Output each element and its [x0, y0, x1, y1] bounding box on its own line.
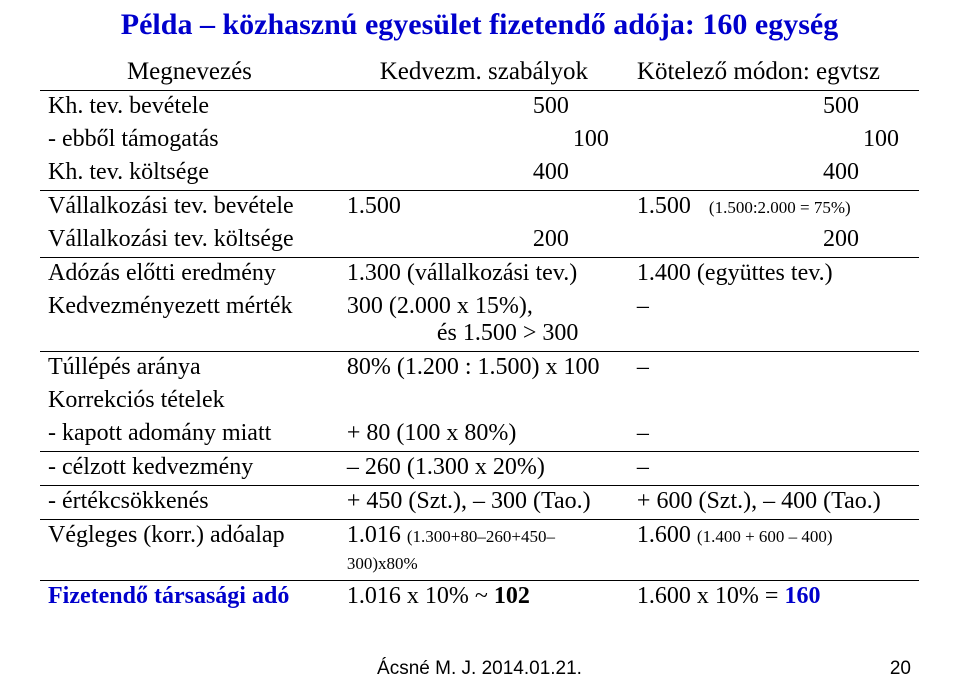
- cell-label: Kedvezményezett mérték: [40, 291, 339, 352]
- cell-v2: 100: [339, 124, 629, 157]
- table-row: Fizetendő társasági adó 1.016 x 10% ~ 10…: [40, 581, 919, 615]
- hdr-col1: Megnevezés: [40, 56, 339, 91]
- cell-v3: 200: [629, 224, 919, 258]
- table-row: Vállalkozási tev. bevétele 1.500 1.500 (…: [40, 191, 919, 225]
- cell-v3: 400: [629, 157, 919, 191]
- cell-v2: 1.016 x 10% ~ 102: [339, 581, 629, 615]
- cell-v2: 200: [339, 224, 629, 258]
- table-row: Vállalkozási tev. költsége 200 200: [40, 224, 919, 258]
- cell-v3: –: [629, 452, 919, 486]
- cell-v2-text: 1.016 x 10% ~: [347, 583, 494, 609]
- table-row: Adózás előtti eredmény 1.300 (vállalkozá…: [40, 258, 919, 292]
- cell-empty: [629, 385, 919, 418]
- footer-author: Ácsné M. J. 2014.01.21.: [377, 658, 582, 679]
- cell-v2: 500: [339, 91, 629, 125]
- cell-v3: 1.600 x 10% = 160: [629, 581, 919, 615]
- cell-label: - célzott kedvezmény: [40, 452, 339, 486]
- table-row: - ebből támogatás 100 100: [40, 124, 919, 157]
- cell-v2: + 450 (Szt.), – 300 (Tao.): [339, 486, 629, 520]
- cell-v2-main: 1.016: [347, 522, 407, 548]
- table-row: Túllépés aránya 80% (1.200 : 1.500) x 10…: [40, 352, 919, 386]
- cell-v3: 100: [629, 124, 919, 157]
- cell-label: Kh. tev. költsége: [40, 157, 339, 191]
- example-table: Megnevezés Kedvezm. szabályok Kötelező m…: [40, 56, 919, 614]
- cell-label: Végleges (korr.) adóalap: [40, 520, 339, 581]
- cell-label: Adózás előtti eredmény: [40, 258, 339, 292]
- cell-label: - kapott adomány miatt: [40, 418, 339, 452]
- cell-v3: 500: [629, 91, 919, 125]
- cell-v3-bold: 160: [784, 583, 820, 609]
- footer: Ácsné M. J. 2014.01.21. 20: [0, 658, 959, 680]
- cell-v3-main: 1.600: [637, 522, 697, 548]
- cell-v3-note: (1.500:2.000 = 75%): [709, 198, 851, 217]
- cell-label: Vállalkozási tev. bevétele: [40, 191, 339, 225]
- table-row: Végleges (korr.) adóalap 1.016 (1.300+80…: [40, 520, 919, 581]
- table-row: - célzott kedvezmény – 260 (1.300 x 20%)…: [40, 452, 919, 486]
- cell-v2: 80% (1.200 : 1.500) x 100: [339, 352, 629, 386]
- cell-label: - értékcsökkenés: [40, 486, 339, 520]
- table-row: Kh. tev. bevétele 500 500: [40, 91, 919, 125]
- cell-v3: –: [629, 418, 919, 452]
- hdr-col2: Kedvezm. szabályok: [339, 56, 629, 91]
- footer-page-number: 20: [890, 658, 911, 680]
- cell-v3: –: [629, 291, 919, 352]
- cell-label: Korrekciós tételek: [40, 385, 339, 418]
- cell-label: Kh. tev. bevétele: [40, 91, 339, 125]
- table-row: - kapott adomány miatt + 80 (100 x 80%) …: [40, 418, 919, 452]
- cell-v2: 1.016 (1.300+80–260+450–300)x80%: [339, 520, 629, 581]
- table-header-row: Megnevezés Kedvezm. szabályok Kötelező m…: [40, 56, 919, 91]
- cell-label: Vállalkozási tev. költsége: [40, 224, 339, 258]
- cell-v3: 1.500 (1.500:2.000 = 75%): [629, 191, 919, 225]
- cell-empty: [339, 385, 629, 418]
- table-row: Kh. tev. költsége 400 400: [40, 157, 919, 191]
- hdr-col3: Kötelező módon: egvtsz: [629, 56, 919, 91]
- cell-label: Túllépés aránya: [40, 352, 339, 386]
- cell-v2-line1: 300 (2.000 x 15%),: [347, 293, 533, 319]
- page-title: Példa – közhasznú egyesület fizetendő ad…: [40, 8, 919, 42]
- table-row: - értékcsökkenés + 450 (Szt.), – 300 (Ta…: [40, 486, 919, 520]
- cell-v2: 400: [339, 157, 629, 191]
- cell-v3: 1.600 (1.400 + 600 – 400): [629, 520, 919, 581]
- cell-v2: + 80 (100 x 80%): [339, 418, 629, 452]
- cell-v3-note: (1.400 + 600 – 400): [697, 527, 833, 546]
- cell-v3: + 600 (Szt.), – 400 (Tao.): [629, 486, 919, 520]
- cell-v3-text: 1.600 x 10% =: [637, 583, 785, 609]
- table-row: Kedvezményezett mérték 300 (2.000 x 15%)…: [40, 291, 919, 352]
- cell-v3-val: 1.500: [637, 193, 691, 219]
- cell-v2-line2: és 1.500 > 300: [347, 320, 579, 347]
- cell-v3: –: [629, 352, 919, 386]
- cell-v2: 300 (2.000 x 15%), és 1.500 > 300: [339, 291, 629, 352]
- cell-v2: – 260 (1.300 x 20%): [339, 452, 629, 486]
- cell-v2: 1.500: [339, 191, 629, 225]
- cell-label: - ebből támogatás: [40, 124, 339, 157]
- cell-label: Fizetendő társasági adó: [40, 581, 339, 615]
- cell-v3: 1.400 (együttes tev.): [629, 258, 919, 292]
- table-row: Korrekciós tételek: [40, 385, 919, 418]
- cell-v2: 1.300 (vállalkozási tev.): [339, 258, 629, 292]
- cell-v2-bold: 102: [494, 583, 530, 609]
